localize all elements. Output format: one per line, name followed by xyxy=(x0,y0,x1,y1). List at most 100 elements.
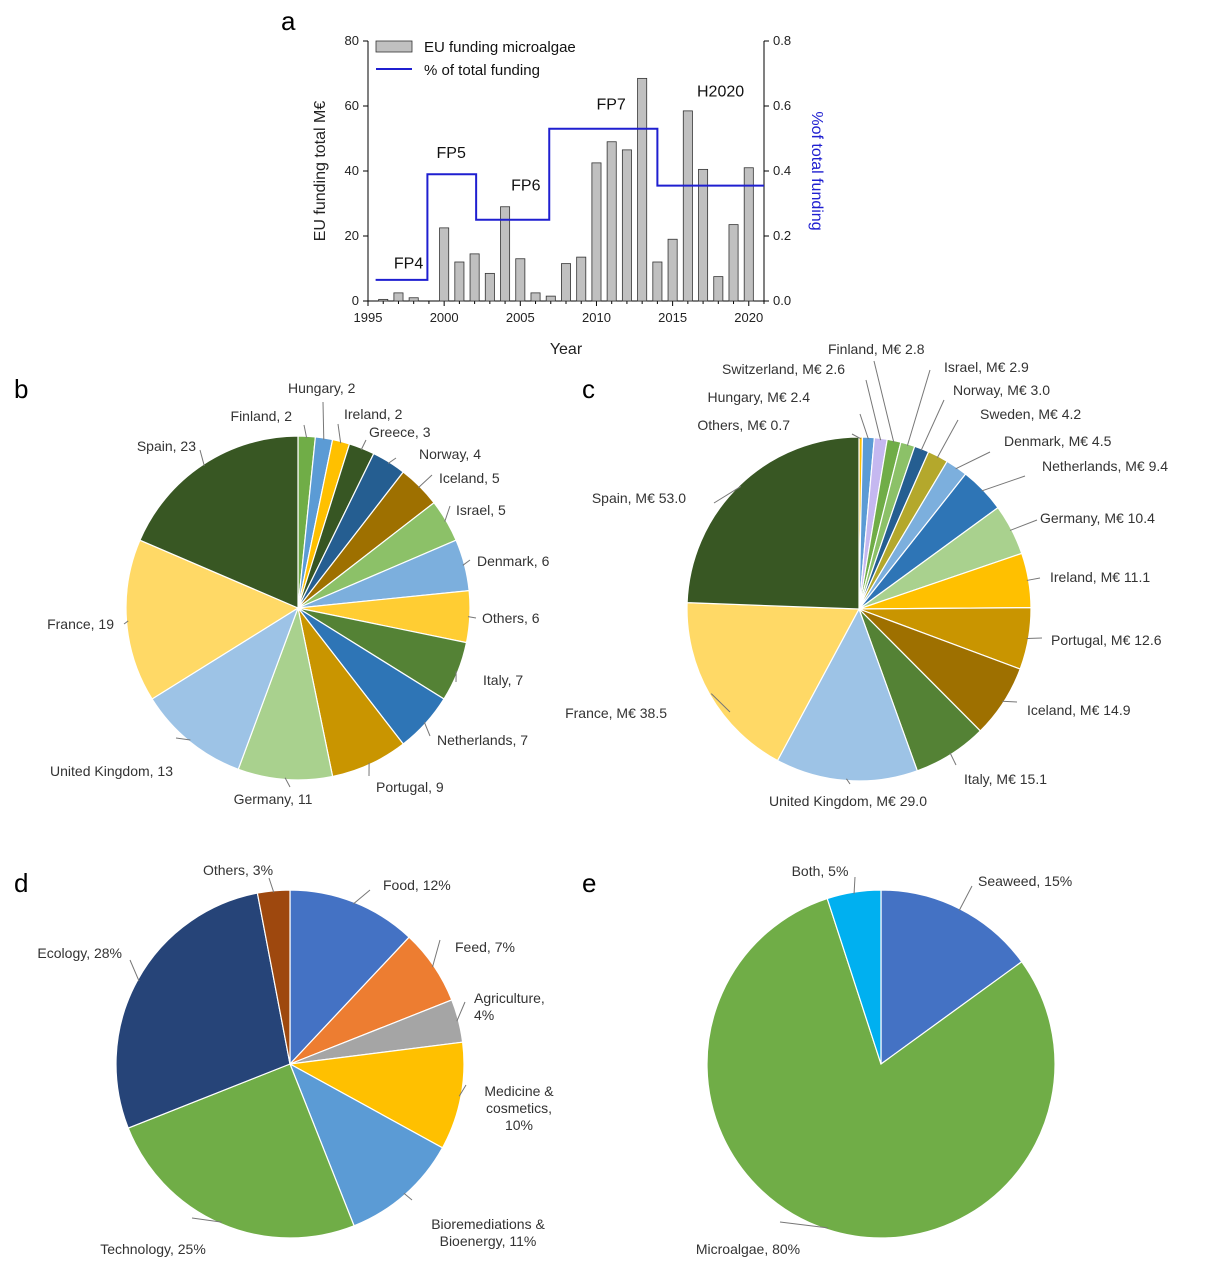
leader-line xyxy=(1002,700,1018,703)
pie-label-c-line: Iceland, M€ 14.9 xyxy=(1027,702,1131,718)
panel-letter-b: b xyxy=(14,374,28,404)
pie-label-b: Iceland, 5 xyxy=(439,470,500,486)
pie-label-d: Ecology, 28% xyxy=(37,945,122,961)
y-tick-label-left: 80 xyxy=(345,33,359,48)
pie-label-c-line: Netherlands, M€ 9.4 xyxy=(1042,458,1168,474)
bar-1997 xyxy=(393,292,404,302)
pie-slice-b-14 xyxy=(125,539,300,700)
pie-label-c-line: Denmark, M€ 4.5 xyxy=(1004,433,1112,449)
legend-label-bar: EU funding microalgae xyxy=(424,39,576,56)
y-tick-label-left: 40 xyxy=(345,163,359,178)
leader-line xyxy=(920,399,945,451)
pie-label-b-line: Norway, 4 xyxy=(419,446,481,462)
leader-line xyxy=(955,451,991,470)
leader-line xyxy=(958,885,973,911)
pie-label-d-line: Technology, 25% xyxy=(100,1241,206,1257)
y-tick-label-right: 0.4 xyxy=(773,163,791,178)
pie-label-c: Netherlands, M€ 9.4 xyxy=(1042,458,1168,474)
pie-label-c-line: Finland, M€ 2.8 xyxy=(828,341,925,357)
pie-label-c-line: Others, M€ 0.7 xyxy=(697,417,790,433)
pie-label-c: United Kingdom, M€ 29.0 xyxy=(769,793,927,809)
bar-2012 xyxy=(621,149,632,302)
pie-label-b: Finland, 2 xyxy=(231,408,293,424)
pie-label-c: Spain, M€ 53.0 xyxy=(592,490,686,506)
bar-2004 xyxy=(500,206,511,302)
pie-label-b-line: Netherlands, 7 xyxy=(437,732,528,748)
pie-label-c-line: Germany, M€ 10.4 xyxy=(1040,510,1155,526)
leader-line xyxy=(199,449,205,466)
leader-line xyxy=(403,1192,413,1201)
pie-label-c-line: United Kingdom, M€ 29.0 xyxy=(769,793,927,809)
pie-label-c: Switzerland, M€ 2.6 xyxy=(722,361,845,377)
pie-label-b: Norway, 4 xyxy=(419,446,481,462)
pie-slice-b-12 xyxy=(237,605,334,781)
leader-line xyxy=(846,778,851,785)
panel-letter-a: a xyxy=(281,6,296,36)
bar-1998 xyxy=(408,297,419,302)
y-tick-label-right: 0.6 xyxy=(773,98,791,113)
leader-line xyxy=(1026,577,1041,581)
pie-label-c: Sweden, M€ 4.2 xyxy=(980,406,1081,422)
pie-label-c-line: Hungary, M€ 2.4 xyxy=(708,389,811,405)
y-axis-title-right: %of total funding xyxy=(808,111,825,230)
bar-2005 xyxy=(515,258,526,302)
leader-line xyxy=(1026,637,1043,640)
leader-line xyxy=(337,423,342,444)
leader-line xyxy=(458,1084,467,1097)
pie-label-b-line: Ireland, 2 xyxy=(344,406,403,422)
leader-line xyxy=(129,959,140,982)
pie-label-e: Seaweed, 15% xyxy=(978,873,1072,889)
leader-line xyxy=(418,474,433,488)
pie-label-d: Medicine & cosmetics, 10% xyxy=(484,1083,554,1133)
bar-2009 xyxy=(576,256,587,302)
pie-label-d: Food, 12% xyxy=(383,877,451,893)
bar-2001 xyxy=(454,261,465,302)
pie-label-b: Ireland, 2 xyxy=(344,406,403,422)
y-axis-title-left: EU funding total M€ xyxy=(312,101,329,242)
pie-label-e: Both, 5% xyxy=(792,863,849,879)
leader-line xyxy=(981,475,1026,492)
panel-letter-c: c xyxy=(582,374,595,404)
leader-line xyxy=(859,413,869,440)
pie-label-e-line: Microalgae, 80% xyxy=(696,1241,800,1257)
pie-label-b: Israel, 5 xyxy=(456,502,506,518)
pie-label-c-line: Italy, M€ 15.1 xyxy=(964,771,1047,787)
leader-line xyxy=(284,777,291,788)
pie-slice-c-16 xyxy=(686,436,860,610)
pie-label-d-line: 4% xyxy=(474,1007,494,1023)
pie-label-b-line: Hungary, 2 xyxy=(288,380,356,396)
pie-slice-d-0 xyxy=(289,889,410,1066)
pie-slice-d-3 xyxy=(288,1041,465,1149)
leader-line xyxy=(268,877,275,893)
chart-a-bar-line: 0 20 40 60 80 0.0 0.2 0.4 0.6 0.8 1995 2000 2005 2010… xyxy=(312,33,825,358)
leader-line xyxy=(1009,519,1038,531)
pie-label-d-line: Bioenergy, 11% xyxy=(440,1233,537,1249)
pie-label-b-line: Spain, 23 xyxy=(137,438,196,454)
legend-swatch-bar xyxy=(375,40,413,53)
x-tick-label: 1995 xyxy=(354,310,383,325)
pie-slice-c-14 xyxy=(776,607,919,782)
pie-label-d: Feed, 7% xyxy=(455,939,515,955)
bar-2018 xyxy=(713,276,724,302)
pie-slice-b-15 xyxy=(139,435,299,609)
percent-funding-line xyxy=(375,127,764,281)
pie-label-b: Italy, 7 xyxy=(483,672,523,688)
pie-label-d-line: Agriculture, xyxy=(474,990,545,1006)
bar-2003 xyxy=(484,272,495,302)
pie-slice-e-1 xyxy=(706,897,1056,1239)
leader-line xyxy=(779,1221,828,1229)
x-axis-title: Year xyxy=(550,341,583,358)
pie-label-d-line: cosmetics, xyxy=(486,1100,552,1116)
pie-label-b-line: Germany, 11 xyxy=(234,791,313,807)
pie-label-b: Germany, 11 xyxy=(234,791,313,807)
leader-line xyxy=(462,559,471,566)
leader-line xyxy=(851,433,861,440)
pie-label-d-line: Ecology, 28% xyxy=(37,945,122,961)
pie-slice-c-15 xyxy=(686,602,860,762)
leader-line xyxy=(713,485,742,504)
bar-2002 xyxy=(469,253,480,302)
pie-label-c: Israel, M€ 2.9 xyxy=(944,359,1029,375)
y-tick-label-left: 60 xyxy=(345,98,359,113)
pie-label-c: Norway, M€ 3.0 xyxy=(953,382,1050,398)
leader-line xyxy=(387,457,397,464)
